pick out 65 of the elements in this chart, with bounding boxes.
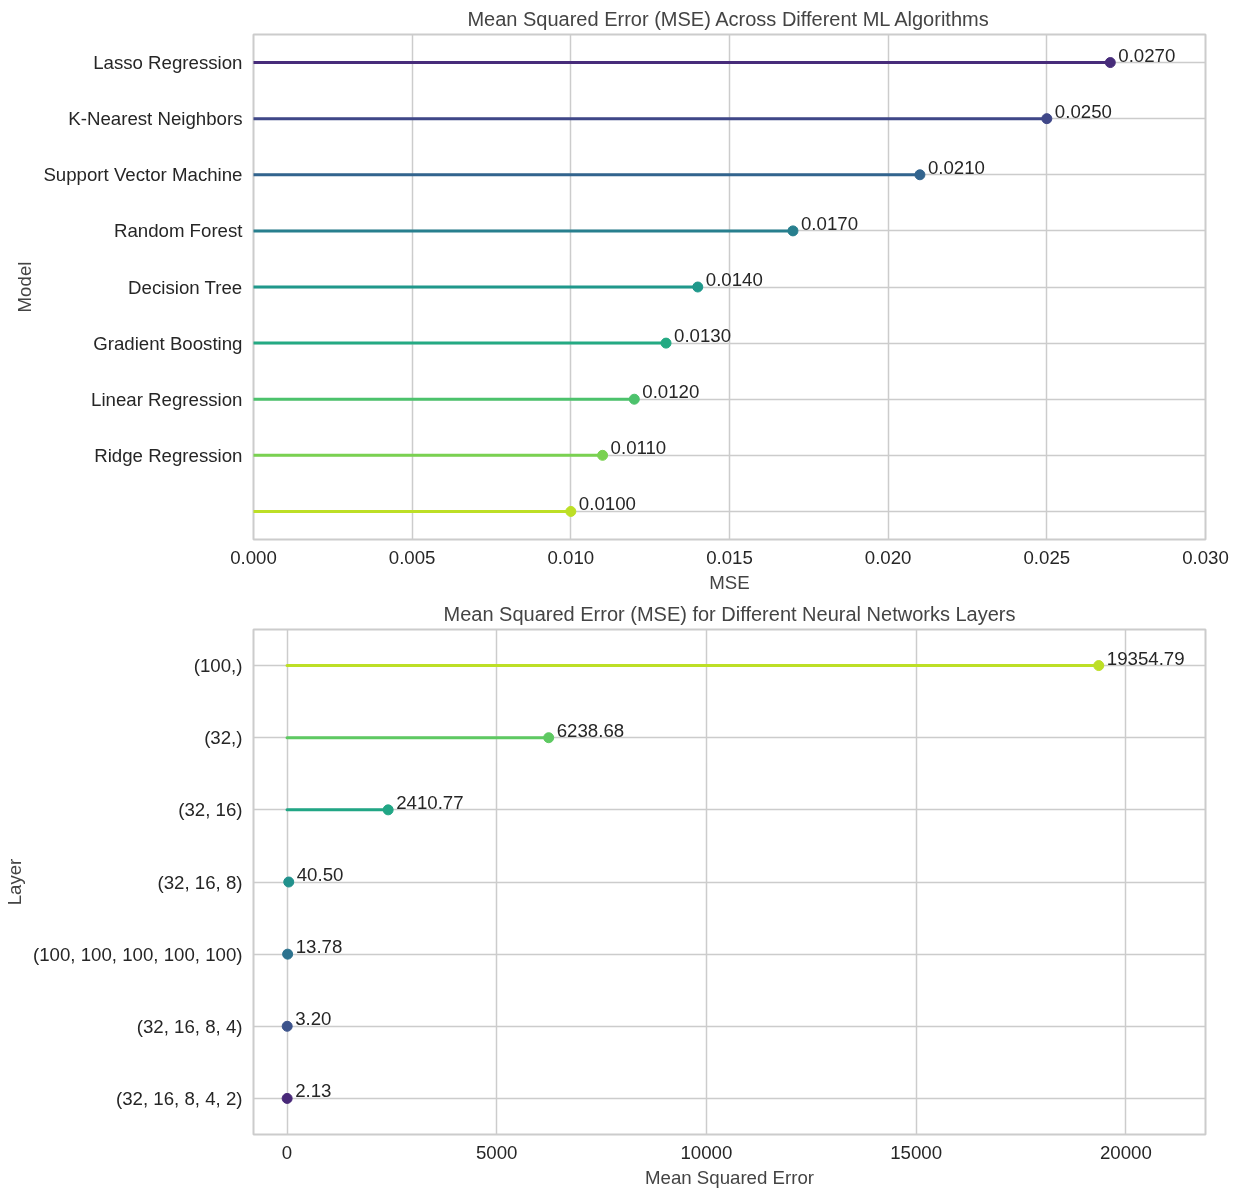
chart-title: Mean Squared Error (MSE) for Different Neural Networks Layers <box>443 602 1016 625</box>
y-tick-label: (100,) <box>193 655 243 677</box>
x-tick-label: 20000 <box>1099 1141 1152 1163</box>
x-tick-label: 0.005 <box>388 546 436 568</box>
y-tick-label: (100, 100, 100, 100, 100) <box>32 943 243 965</box>
data-label: 0.0170 <box>800 212 859 234</box>
point <box>565 505 577 517</box>
y-tick-label: Decision Tree <box>128 276 243 298</box>
y-tick-label: (32, 16) <box>178 799 243 821</box>
point <box>283 876 295 888</box>
x-tick-label: 0 <box>281 1141 293 1163</box>
y-axis-title: Layer <box>3 858 25 906</box>
y-tick-label: Lasso Regression <box>93 52 243 74</box>
point <box>382 804 394 816</box>
x-tick-label: 0.000 <box>230 546 277 568</box>
data-label: 19354.79 <box>1106 647 1185 669</box>
x-tick-label: 10000 <box>680 1141 733 1163</box>
data-label: 0.0140 <box>705 269 763 290</box>
data-label: 0.0120 <box>642 381 700 403</box>
y-tick-label: (32,) <box>204 727 243 749</box>
point <box>660 337 672 349</box>
y-tick-label: Random Forest <box>113 220 244 242</box>
x-tick-label: 0.020 <box>864 546 912 568</box>
data-label: 2410.77 <box>396 791 464 813</box>
y-tick-label: Support Vector Machine <box>43 164 243 186</box>
chart-title: Mean Squared Error (MSE) Across Different ML Algorithms <box>467 7 989 30</box>
data-label: 13.78 <box>295 936 343 958</box>
point <box>628 393 640 405</box>
point <box>543 732 555 744</box>
y-tick-label: (32, 16, 8, 4, 2) <box>115 1087 243 1109</box>
data-label: 0.0250 <box>1054 100 1112 122</box>
point <box>1093 660 1105 672</box>
point <box>914 169 926 181</box>
data-label: 40.50 <box>296 864 344 885</box>
point <box>597 449 609 461</box>
y-tick-label: (32, 16, 8, 4) <box>136 1015 243 1037</box>
data-label: 2.13 <box>295 1080 332 1102</box>
data-label: 0.0130 <box>674 325 732 347</box>
point <box>1041 113 1053 125</box>
y-tick-label: Gradient Boosting <box>93 332 243 354</box>
y-tick-label: Ridge Regression <box>94 444 243 466</box>
y-tick-label: Linear Regression <box>91 388 243 410</box>
x-tick-label: 5000 <box>475 1141 518 1163</box>
x-tick-label: 0.025 <box>1023 546 1071 568</box>
data-label: 6238.68 <box>556 719 625 741</box>
x-axis-title: MSE <box>709 571 750 593</box>
point <box>1104 57 1116 69</box>
point <box>692 281 704 293</box>
point <box>281 1020 293 1032</box>
point <box>282 948 294 960</box>
y-tick-label: (32, 16, 8) <box>157 871 243 893</box>
x-axis-title: Mean Squared Error <box>644 1166 815 1188</box>
data-label: 0.0100 <box>578 493 636 515</box>
x-tick-label: 0.010 <box>547 546 595 568</box>
y-axis-title: Model <box>14 261 36 313</box>
x-tick-label: 15000 <box>890 1141 943 1163</box>
x-tick-label: 0.030 <box>1182 546 1229 568</box>
data-label: 0.0210 <box>927 156 985 178</box>
data-label: 0.0110 <box>610 437 667 459</box>
point <box>281 1092 293 1104</box>
data-label: 3.20 <box>295 1008 332 1030</box>
x-tick-label: 0.015 <box>706 546 753 568</box>
data-label: 0.0270 <box>1118 44 1176 66</box>
point <box>787 225 799 237</box>
y-tick-label: K-Nearest Neighbors <box>68 108 243 130</box>
